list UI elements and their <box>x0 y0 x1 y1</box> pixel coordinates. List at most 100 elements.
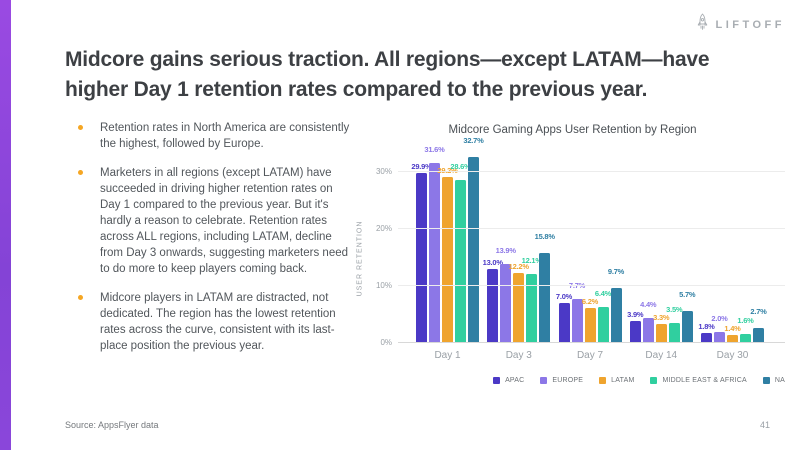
y-tick-label: 0% <box>380 338 392 347</box>
logo-text: LIFTOFF <box>715 18 785 31</box>
legend-label: MIDDLE EAST & AFRICA <box>662 377 747 384</box>
legend-item: MIDDLE EAST & AFRICA <box>650 377 747 384</box>
bar-value-label: 13.9% <box>495 245 516 255</box>
page-number: 41 <box>759 420 770 430</box>
bar-group: 7.0%7.7%6.2%6.4% 9.7% Day 7 <box>556 267 625 361</box>
bar-slot: 1.6% <box>737 316 754 343</box>
bar-slot: 7.7% <box>569 281 585 343</box>
bar <box>442 176 453 343</box>
bar-value-label: 4.4% <box>640 299 657 309</box>
bar-slot: 12.2% <box>509 262 529 343</box>
bar-slot: 1.8% <box>698 322 715 343</box>
bullet-text: Marketers in all regions (except LATAM) … <box>100 167 349 275</box>
legend-item: APAC <box>493 377 524 384</box>
bar <box>584 307 596 343</box>
legend-swatch <box>540 377 548 384</box>
gridline <box>398 228 785 229</box>
rocket-icon <box>696 13 709 36</box>
bar-value-label: 1.8% <box>698 321 715 331</box>
bar <box>642 317 654 343</box>
bar-value-label: 29.9% <box>411 161 432 171</box>
y-tick-label: 10% <box>375 281 392 290</box>
bar-value-label: 3.9% <box>627 309 644 319</box>
bar-slot: 3.5% <box>666 305 683 343</box>
category-label: Day 14 <box>645 350 678 361</box>
plot-area: 29.9% 31.6% 29.2%28.6% 32.7% Day 1 13.0% 13.9%… <box>376 118 785 361</box>
bar-value-label: 12.2% <box>508 262 529 272</box>
bar <box>727 335 738 343</box>
bar <box>526 274 538 343</box>
legend-item: EUROPE <box>540 377 583 384</box>
legend-swatch <box>599 377 607 384</box>
bar <box>701 332 712 343</box>
bar-slot: 5.7% <box>679 290 696 343</box>
bar-slot: 28.6% <box>450 162 471 343</box>
legend-item: NA <box>762 377 785 384</box>
bar-group: 3.9% 4.4% 3.3% 3.5% 5.7% Day 14 <box>627 290 696 361</box>
bar-slot: 2.0% <box>711 314 728 343</box>
bar <box>487 268 499 343</box>
bar-value-label: 9.7% <box>607 266 625 276</box>
bar-slot: 13.9% <box>496 246 516 343</box>
bar-slot: 13.0% <box>483 258 503 343</box>
bar <box>429 162 440 343</box>
bar-slot: 9.7% <box>608 267 624 343</box>
category-label: Day 7 <box>576 350 604 361</box>
bar <box>500 263 512 343</box>
bullet-dot <box>78 125 83 130</box>
bar-value-label: 13.0% <box>482 257 503 267</box>
bar-slot: 31.6% <box>424 145 445 343</box>
bar <box>416 172 427 343</box>
legend-label: LATAM <box>611 377 635 384</box>
source-note: Source: AppsFlyer data <box>65 420 159 430</box>
bullet-dot <box>78 295 83 300</box>
bar-value-label: 32.7% <box>463 135 484 145</box>
gridline <box>398 342 785 343</box>
bar-value-label: 3.3% <box>653 313 670 323</box>
category-label: Day 1 <box>434 350 461 361</box>
bar <box>668 323 680 343</box>
legend-swatch <box>493 377 501 384</box>
legend-item: LATAM <box>599 377 634 384</box>
y-axis-title: USER RETENTION <box>356 220 364 297</box>
bar-slot: 12.1% <box>522 256 542 343</box>
bar <box>655 324 667 343</box>
gridline <box>398 171 785 172</box>
bar-slot: 6.4% <box>595 289 611 343</box>
bar <box>753 327 764 343</box>
bar-value-label: 2.7% <box>750 306 767 316</box>
accent-bar <box>0 0 11 450</box>
bullet-item: Midcore players in LATAM are distracted,… <box>65 290 355 354</box>
bar <box>610 287 622 343</box>
bar-value-label: 15.8% <box>534 231 555 241</box>
legend-swatch <box>762 377 770 384</box>
bar <box>740 333 751 343</box>
bar-value-label: 5.7% <box>679 289 696 299</box>
bar <box>681 310 693 343</box>
gridline <box>398 285 785 286</box>
bar-slot: 29.2% <box>437 166 458 343</box>
bar-value-label: 29.2% <box>437 166 457 175</box>
bullet-text: Midcore players in LATAM are distracted,… <box>100 292 336 352</box>
bar-slot: 3.9% <box>627 310 644 343</box>
bar <box>597 306 609 343</box>
bar-value-label: 12.1% <box>521 256 542 266</box>
bar-slot: 29.9% <box>411 162 432 343</box>
bar-slot: 15.8% <box>535 232 555 343</box>
bar <box>558 303 570 343</box>
chart-legend: APAC EUROPE LATAM MIDDLE EAST & AFRICA NA <box>350 377 785 384</box>
bar-slot: 6.2% <box>582 297 598 343</box>
bar-slot: 3.3% <box>653 313 670 343</box>
bar-value-label: 31.6% <box>424 144 445 154</box>
bar-value-label: 1.6% <box>737 315 754 325</box>
bar-group: 1.8% 2.0% 1.4% 1.6% 2.7% Day 30 <box>698 307 767 361</box>
bullet-text: Retention rates in North America are con… <box>100 122 350 150</box>
bar <box>455 179 466 343</box>
legend-label: APAC <box>505 377 525 384</box>
y-tick-label: 30% <box>375 167 392 176</box>
bar <box>513 273 525 343</box>
bar-group: 29.9% 31.6% 29.2%28.6% 32.7% Day 1 <box>411 136 483 361</box>
bullet-dot <box>78 170 83 175</box>
bar <box>714 331 725 343</box>
bar-value-label: 2.0% <box>711 313 728 323</box>
